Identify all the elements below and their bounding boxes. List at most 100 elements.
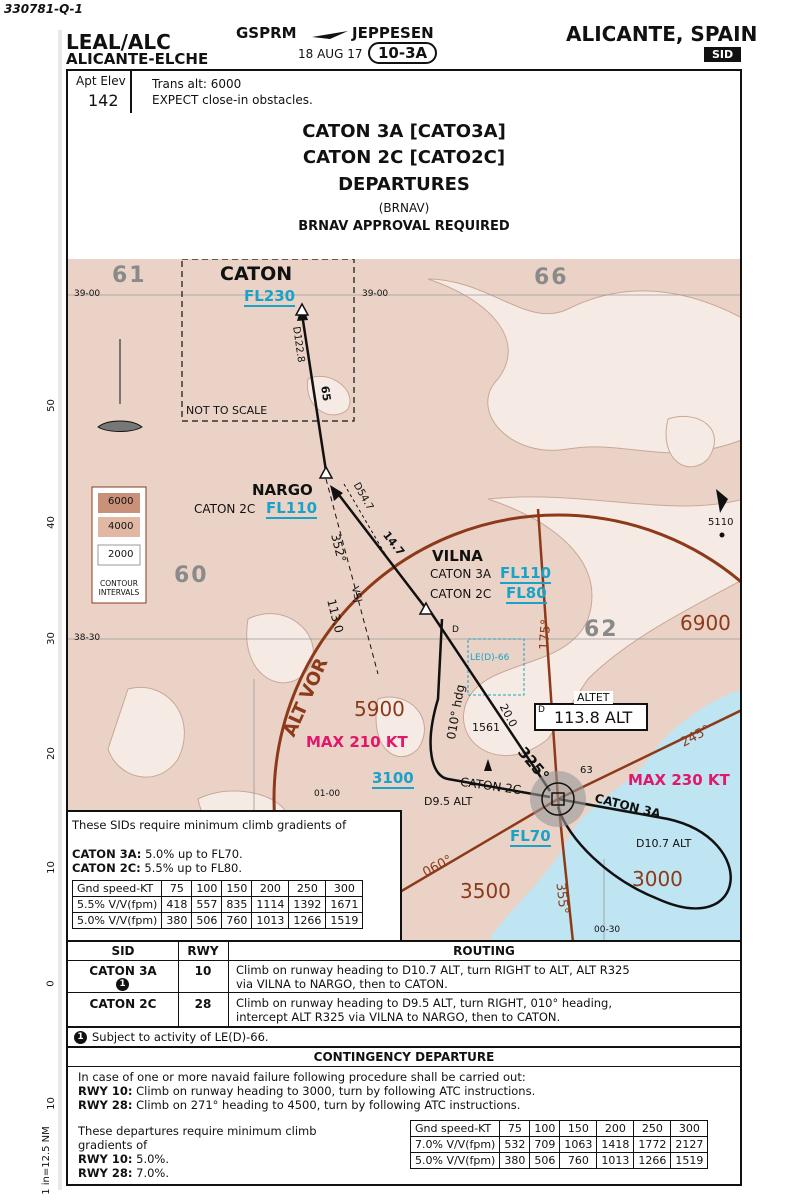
gt-r1c5: 1266 bbox=[288, 912, 327, 929]
terrain-light-6 bbox=[665, 415, 715, 468]
apt-elev-label: Apt Elev bbox=[76, 74, 126, 88]
gt-r0c5: 1392 bbox=[288, 896, 327, 913]
not-to-scale-box bbox=[181, 259, 355, 422]
ct-h5: 250 bbox=[633, 1120, 672, 1137]
gt-r0c1: 418 bbox=[161, 896, 193, 913]
msa-3000: 3000 bbox=[632, 867, 683, 891]
margin-tick-40: 40 bbox=[45, 516, 57, 529]
ct-r1c1: 380 bbox=[499, 1152, 531, 1169]
gradient-table-row: 5.5% V/V(fpm) 418 557 835 1114 1392 1671 bbox=[71, 896, 364, 913]
alt-vor-range-ring bbox=[272, 513, 740, 942]
route-1-text: Climb on runway heading to D10.7 ALT, tu… bbox=[236, 963, 630, 991]
title-line-3: DEPARTURES bbox=[338, 174, 470, 195]
route-2-rwy: 28 bbox=[194, 997, 212, 1011]
caton-name: CATON bbox=[220, 263, 293, 285]
chart-number: 10-3A bbox=[368, 42, 438, 64]
terrain-light-2 bbox=[463, 496, 740, 757]
contingency-section: CONTINGENCY DEPARTURE In case of one or … bbox=[66, 1046, 742, 1186]
lat-3830: 38-30 bbox=[74, 633, 101, 643]
contingency-table-header: Gnd speed-KT 75 100 150 200 250 300 bbox=[409, 1120, 709, 1137]
margin-tick-30: 30 bbox=[45, 632, 57, 645]
grid-66: 66 bbox=[534, 265, 569, 290]
gt-r0c0: 5.5% V/V(fpm) bbox=[71, 896, 163, 913]
trans-alt: Trans alt: 6000 bbox=[152, 77, 242, 91]
gt-h3: 150 bbox=[221, 880, 253, 897]
terrain-light-1 bbox=[427, 278, 740, 454]
airport-name: ALICANTE-ELCHE bbox=[66, 50, 209, 68]
city: ALICANTE, SPAIN bbox=[566, 22, 758, 46]
contingency-table-row: 5.0% V/V(fpm) 380 506 760 1013 1266 1519 bbox=[409, 1152, 709, 1169]
route-alt-vilna bbox=[428, 610, 552, 792]
gt-r1c3: 760 bbox=[221, 912, 253, 929]
jeppesen-logo bbox=[310, 26, 350, 45]
grid-62: 62 bbox=[584, 617, 619, 642]
msa-6900: 6900 bbox=[680, 611, 731, 635]
ct-r1c2: 506 bbox=[529, 1152, 561, 1169]
alt-3100: 3100 bbox=[372, 769, 414, 789]
highest-obstacle-arrow bbox=[716, 489, 728, 513]
navaid-d: D bbox=[538, 705, 545, 715]
max-210: MAX 210 KT bbox=[306, 733, 408, 751]
vilna-2c-label: CATON 2C bbox=[430, 587, 492, 601]
ct-r1c4: 1013 bbox=[596, 1152, 635, 1169]
nargo-waypoint-icon bbox=[318, 465, 334, 479]
contour-label: CONTOUR INTERVALS bbox=[98, 579, 140, 597]
gradient-table-row: 5.0% V/V(fpm) 380 506 760 1013 1266 1519 bbox=[71, 912, 364, 929]
gt-h0: Gnd speed-KT bbox=[71, 880, 163, 897]
ct-h0: Gnd speed-KT bbox=[409, 1120, 501, 1137]
route-nargo-caton bbox=[300, 313, 328, 472]
gt-r1c6: 1519 bbox=[325, 912, 364, 929]
navaid-name: ALTET bbox=[574, 691, 613, 704]
route-caton-3a bbox=[556, 797, 732, 910]
margin-tick-0: 0 bbox=[45, 980, 57, 987]
chart-code: GSPRM bbox=[236, 24, 297, 42]
gt-r0c4: 1114 bbox=[251, 896, 290, 913]
obstacle-5110: 5110 bbox=[708, 517, 734, 528]
vilna-name: VILNA bbox=[432, 547, 483, 565]
gt-h6: 300 bbox=[325, 880, 364, 897]
chart-type-badge: SID bbox=[704, 47, 742, 62]
arrow-nargo bbox=[330, 485, 343, 501]
margin-tick-20: 20 bbox=[45, 747, 57, 760]
contingency-req-rwy10-value: 5.0%. bbox=[136, 1152, 170, 1166]
gradient-table: Gnd speed-KT 75 100 150 200 250 300 5.5%… bbox=[71, 880, 364, 929]
route-vilna-nargo bbox=[335, 490, 425, 607]
ct-h4: 200 bbox=[596, 1120, 635, 1137]
footnote-badge: 1 bbox=[74, 1031, 87, 1044]
gt-r1c1: 380 bbox=[161, 912, 193, 929]
contour-6000: 6000 bbox=[108, 496, 134, 507]
terrain-light-3 bbox=[107, 687, 185, 778]
gradient-c3a-label: CATON 3A: bbox=[72, 847, 142, 861]
vilna-2c-fl: FL80 bbox=[506, 584, 547, 604]
obstacle-5110-icon bbox=[719, 532, 725, 538]
contingency-rwy10-label: RWY 10: bbox=[78, 1084, 133, 1098]
ct-r1c0: 5.0% V/V(fpm) bbox=[409, 1152, 501, 1169]
grid-60: 60 bbox=[174, 563, 209, 588]
vilna-3a-fl: FL110 bbox=[500, 564, 552, 584]
col-routing: ROUTING bbox=[453, 944, 515, 958]
gt-r0c2: 557 bbox=[191, 896, 223, 913]
sea bbox=[488, 690, 740, 942]
page-id: 330781-Q-1 bbox=[4, 2, 83, 16]
d95-label: D9.5 ALT bbox=[424, 795, 473, 808]
msa-5900: 5900 bbox=[354, 697, 405, 721]
lon-0100: 01-00 bbox=[314, 789, 341, 799]
ct-r0c4: 1418 bbox=[596, 1136, 635, 1153]
airport-icao: LEAL/ALC bbox=[66, 30, 171, 54]
caton-fl: FL230 bbox=[244, 287, 296, 307]
gt-h1: 75 bbox=[161, 880, 193, 897]
nargo-name: NARGO bbox=[252, 481, 313, 499]
gradient-intro: These SIDs require minimum climb gradien… bbox=[72, 818, 347, 832]
route-2-text: Climb on runway heading to D9.5 ALT, tur… bbox=[236, 996, 613, 1024]
route-caton-2c bbox=[429, 618, 551, 799]
vilna-waypoint-icon bbox=[418, 601, 434, 615]
ct-h1: 75 bbox=[499, 1120, 531, 1137]
contingency-req-rwy28-label: RWY 28: bbox=[78, 1166, 133, 1180]
gradient-table-header: Gnd speed-KT 75 100 150 200 250 300 bbox=[71, 880, 364, 897]
obstacle-1561-icon bbox=[484, 759, 492, 771]
terrain-light-8 bbox=[307, 375, 351, 416]
ct-r1c3: 760 bbox=[559, 1152, 598, 1169]
max-230: MAX 230 KT bbox=[628, 771, 730, 789]
ct-r1c5: 1266 bbox=[633, 1152, 672, 1169]
footnote-row: 1 Subject to activity of LE(D)-66. bbox=[66, 1026, 742, 1048]
